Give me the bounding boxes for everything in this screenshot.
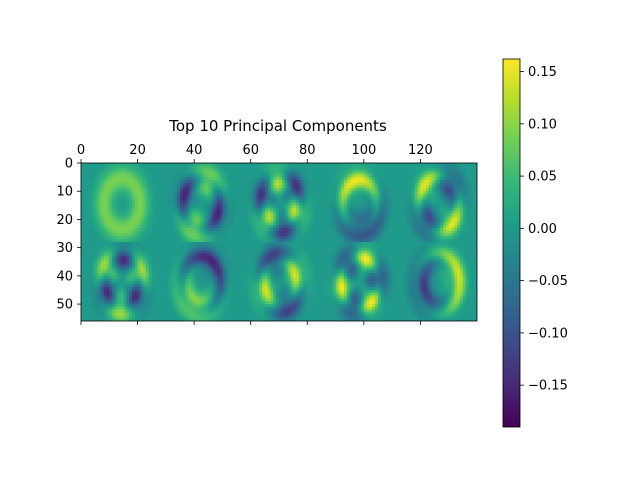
- colorbar-tick-label: 0.00: [528, 222, 557, 237]
- x-axis: 0 20 40 60 80 100 120: [77, 143, 433, 325]
- y-tick-label: 10: [56, 185, 73, 200]
- component-panel: [86, 242, 158, 321]
- component-panel: [403, 163, 475, 243]
- colorbar-axis: 0.15 0.10 0.05 0.00 −0.05 −0.10 −0.15: [520, 65, 568, 394]
- y-tick-label: 40: [56, 269, 73, 284]
- colorbar-tick-label: 0.05: [528, 170, 557, 185]
- colorbar-tick-label: 0.15: [528, 65, 557, 80]
- y-axis: 0 10 20 30 40 50: [56, 157, 81, 313]
- heatmap-image: [81, 163, 477, 321]
- colorbar: [503, 59, 520, 427]
- colorbar-tick-label: 0.10: [528, 117, 557, 132]
- x-tick-label: 100: [351, 143, 376, 158]
- colorbar-tick-label: −0.15: [528, 379, 568, 394]
- component-panel: [403, 242, 475, 321]
- y-tick-label: 30: [56, 241, 73, 256]
- x-tick-label: 120: [408, 143, 433, 158]
- y-tick-label: 20: [56, 213, 73, 228]
- y-tick-label: 50: [56, 298, 73, 313]
- x-tick-label: 60: [242, 143, 259, 158]
- x-tick-label: 20: [129, 143, 146, 158]
- x-tick-label: 80: [299, 143, 316, 158]
- colorbar-tick-label: −0.10: [528, 326, 568, 341]
- colorbar-frame: [502, 58, 521, 428]
- component-panel: [165, 242, 237, 321]
- plot-frame: [80, 162, 478, 322]
- y-tick-label: 0: [65, 157, 73, 172]
- component-panel: [86, 163, 158, 243]
- component-panel: [165, 163, 237, 243]
- component-panel: [245, 163, 317, 243]
- component-panel: [324, 242, 396, 321]
- colorbar-tick-label: −0.05: [528, 274, 568, 289]
- component-panel: [324, 163, 396, 243]
- chart-title: Top 10 Principal Components: [168, 117, 387, 135]
- x-tick-label: 0: [77, 143, 85, 158]
- x-tick-label: 40: [186, 143, 203, 158]
- component-panel: [245, 242, 317, 321]
